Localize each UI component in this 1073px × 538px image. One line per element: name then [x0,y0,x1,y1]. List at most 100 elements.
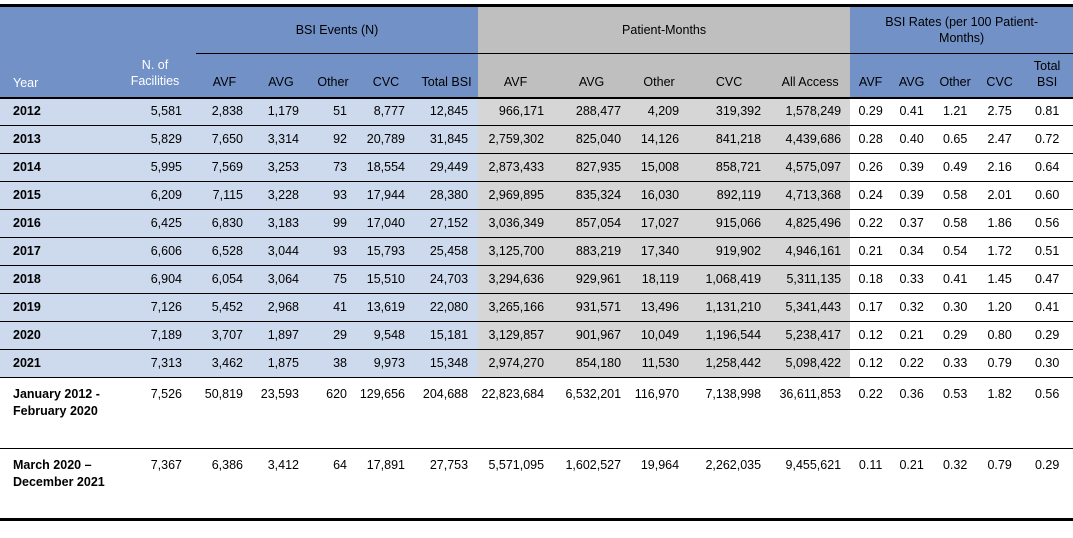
facilities-cell: 5,995 [114,153,196,182]
sub-header-pm-avg: AVG [553,53,631,98]
data-row: 2021 7,313 3,462 1,875 38 9,973 15,348 2,974,27… [0,349,1073,378]
sub-header-events-cvc: CVC [357,53,415,98]
summary-row: March 2020 – December 2021 7,367 6,386 3,41… [0,448,1073,520]
facilities-cell: 6,425 [114,209,196,238]
events-avf-cell: 5,452 [196,293,253,322]
events-avf-cell: 3,462 [196,349,253,378]
rate-avg-cell: 0.22 [891,349,933,378]
events-total-bsi-cell: 25,458 [415,237,479,266]
facilities-cell: 6,606 [114,237,196,266]
rate-other-cell: 0.58 [932,181,979,210]
rate-cvc-cell: 2.01 [978,181,1022,210]
year-cell: 2015 [0,181,114,210]
year-cell: March 2020 – December 2021 [0,448,114,520]
sub-header-events-total: Total BSI [415,53,479,98]
rate-cvc-cell: 0.79 [978,349,1022,378]
sub-header-pm-other: Other [630,53,689,98]
table-header: Year N. of Facilities BSI Events (N) Pat… [0,5,1073,98]
events-other-cell: 41 [309,293,357,322]
pm-all-access-cell: 9,455,621 [770,448,851,520]
events-total-bsi-cell: 204,688 [415,377,479,449]
events-avg-cell: 3,044 [253,237,309,266]
rate-other-cell: 0.41 [932,265,979,294]
rate-other-cell: 0.33 [932,349,979,378]
events-avf-cell: 7,115 [196,181,253,210]
rate-cvc-cell: 1.45 [978,265,1022,294]
group-header-bsi-rates: BSI Rates (per 100 Patient-Months) [850,5,1073,54]
rate-other-cell: 0.65 [932,125,979,154]
rate-other-cell: 1.21 [932,97,979,126]
sub-header-events-avg: AVG [253,53,309,98]
rate-total-bsi-cell: 0.47 [1021,265,1073,294]
table-body: 2012 5,581 2,838 1,179 51 8,777 12,845 966,171 2… [0,97,1073,520]
pm-all-access-cell: 4,946,161 [770,237,851,266]
data-row: 2018 6,904 6,054 3,064 75 15,510 24,703 3,294,6… [0,265,1073,294]
pm-cvc-cell: 1,258,442 [688,349,771,378]
rate-avf-cell: 0.11 [850,448,892,520]
events-avg-cell: 1,179 [253,97,309,126]
events-avg-cell: 1,897 [253,321,309,350]
rate-avg-cell: 0.39 [891,181,933,210]
summary-row: January 2012 -February 2020 7,526 50,819 23… [0,377,1073,449]
year-cell: 2012 [0,97,114,126]
events-avf-cell: 7,650 [196,125,253,154]
facilities-cell: 6,209 [114,181,196,210]
data-row: 2015 6,209 7,115 3,228 93 17,944 28,380 2,969,8… [0,181,1073,210]
events-total-bsi-cell: 15,181 [415,321,479,350]
events-cvc-cell: 9,548 [357,321,415,350]
sub-header-rates-total: Total BSI [1021,53,1073,98]
rate-total-bsi-cell: 0.51 [1021,237,1073,266]
year-cell: 2013 [0,125,114,154]
events-other-cell: 93 [309,237,357,266]
events-cvc-cell: 8,777 [357,97,415,126]
events-total-bsi-cell: 29,449 [415,153,479,182]
pm-avf-cell: 2,759,302 [478,125,554,154]
rate-avf-cell: 0.24 [850,181,892,210]
events-other-cell: 620 [309,377,357,449]
pm-avg-cell: 883,219 [553,237,631,266]
pm-all-access-cell: 4,713,368 [770,181,851,210]
pm-cvc-cell: 1,068,419 [688,265,771,294]
rate-avf-cell: 0.21 [850,237,892,266]
rate-cvc-cell: 2.16 [978,153,1022,182]
year-cell: 2019 [0,293,114,322]
pm-cvc-cell: 858,721 [688,153,771,182]
events-avf-cell: 6,528 [196,237,253,266]
rate-avf-cell: 0.28 [850,125,892,154]
year-cell: January 2012 -February 2020 [0,377,114,449]
events-total-bsi-cell: 27,753 [415,448,479,520]
rate-total-bsi-cell: 0.56 [1021,209,1073,238]
year-cell: 2021 [0,349,114,378]
pm-avg-cell: 288,477 [553,97,631,126]
pm-all-access-cell: 5,238,417 [770,321,851,350]
events-avf-cell: 2,838 [196,97,253,126]
pm-cvc-cell: 1,196,544 [688,321,771,350]
facilities-cell: 7,526 [114,377,196,449]
pm-all-access-cell: 36,611,853 [770,377,851,449]
data-row: 2012 5,581 2,838 1,179 51 8,777 12,845 966,171 2… [0,97,1073,126]
group-header-patient-months: Patient-Months [478,5,851,54]
sub-header-pm-avf: AVF [478,53,554,98]
rate-cvc-cell: 1.20 [978,293,1022,322]
events-total-bsi-cell: 31,845 [415,125,479,154]
rate-avg-cell: 0.39 [891,153,933,182]
events-avf-cell: 6,054 [196,265,253,294]
rate-total-bsi-cell: 0.29 [1021,321,1073,350]
pm-avg-cell: 929,961 [553,265,631,294]
rate-total-bsi-cell: 0.30 [1021,349,1073,378]
pm-other-cell: 11,530 [630,349,689,378]
pm-all-access-cell: 5,311,135 [770,265,851,294]
pm-other-cell: 4,209 [630,97,689,126]
rate-total-bsi-cell: 0.64 [1021,153,1073,182]
pm-avf-cell: 3,129,857 [478,321,554,350]
facilities-cell: 7,367 [114,448,196,520]
facilities-cell: 7,126 [114,293,196,322]
pm-other-cell: 18,119 [630,265,689,294]
pm-cvc-cell: 2,262,035 [688,448,771,520]
pm-all-access-cell: 4,439,686 [770,125,851,154]
rate-total-bsi-cell: 0.29 [1021,448,1073,520]
data-row: 2016 6,425 6,830 3,183 99 17,040 27,152 3,036,3… [0,209,1073,238]
events-cvc-cell: 17,891 [357,448,415,520]
year-cell: 2016 [0,209,114,238]
events-avf-cell: 3,707 [196,321,253,350]
